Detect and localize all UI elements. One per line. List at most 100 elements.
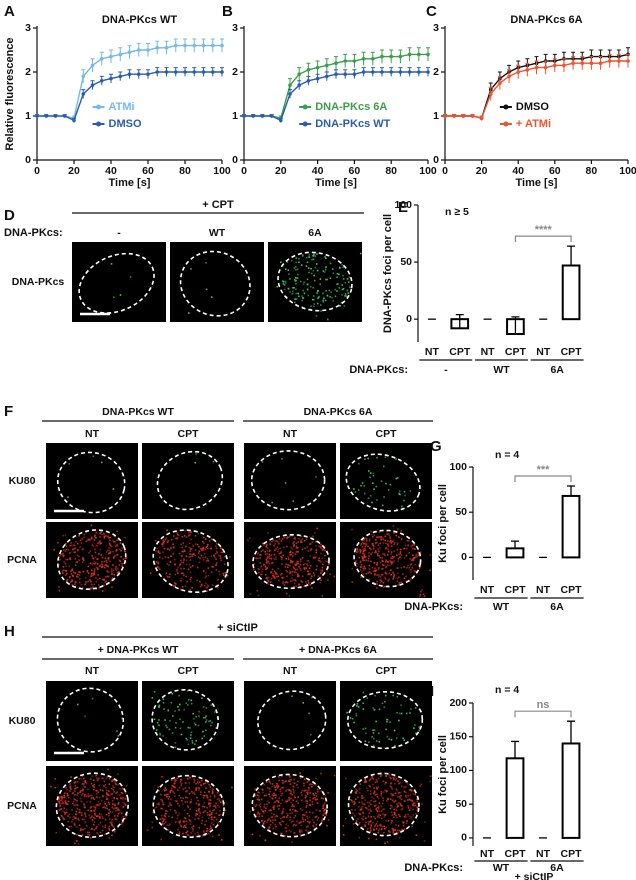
fluorescent-spot (288, 775, 291, 777)
fluorescent-spot (172, 790, 174, 793)
fluorescent-spot (80, 800, 83, 803)
fluorescent-spot (294, 298, 296, 300)
fluorescent-spot (279, 574, 282, 576)
fluorescent-spot (189, 553, 191, 555)
fluorescent-spot (104, 807, 107, 809)
fluorescent-spot (177, 789, 179, 792)
fluorescent-spot (380, 828, 383, 830)
fluorescent-spot (295, 542, 297, 544)
fluorescent-spot (400, 798, 403, 801)
fluorescent-spot (201, 819, 203, 822)
fluorescent-spot (392, 572, 394, 574)
fluorescent-spot (82, 570, 85, 573)
fluorescent-spot (410, 799, 412, 802)
fluorescent-spot (316, 819, 319, 821)
fluorescent-spot (108, 794, 111, 797)
fluorescent-spot (373, 729, 376, 731)
fluorescent-spot (364, 825, 366, 828)
error-bar (567, 720, 575, 744)
fluorescent-spot (112, 557, 115, 559)
fluorescent-spot (194, 814, 197, 817)
fluorescent-spot (326, 569, 329, 572)
fluorescent-spot (410, 563, 413, 565)
error-bar (511, 740, 519, 759)
fluorescent-spot (197, 532, 200, 535)
fluorescent-spot (418, 564, 420, 566)
fluorescent-spot (265, 781, 268, 783)
fluorescent-spot (378, 574, 380, 576)
fluorescent-spot (220, 547, 222, 550)
fluorescent-spot (282, 782, 284, 784)
fluorescent-spot (199, 580, 201, 583)
fluorescent-spot (395, 824, 397, 826)
fluorescent-spot (196, 566, 199, 569)
fluorescent-spot (319, 561, 322, 563)
fluorescent-spot (270, 554, 273, 557)
fluorescent-spot (367, 815, 370, 817)
fluorescent-spot (169, 720, 171, 722)
fluorescent-spot (354, 802, 356, 804)
fluorescent-spot (376, 809, 378, 812)
fluorescent-spot (215, 802, 217, 804)
nucleus-outline (250, 450, 326, 511)
fluorescent-spot (361, 570, 363, 573)
fluorescent-spot (159, 556, 161, 559)
nucleus-outline (252, 533, 330, 590)
fluorescent-spot (293, 817, 295, 819)
fluorescent-spot (212, 565, 214, 568)
fluorescent-spot (383, 808, 385, 810)
fluorescent-spot (357, 805, 360, 808)
fluorescent-spot (167, 548, 169, 550)
fluorescent-spot (260, 550, 263, 553)
fluorescent-spot (264, 565, 267, 568)
fluorescent-spot (94, 813, 96, 815)
fluorescent-spot (372, 777, 374, 780)
fluorescent-spot (382, 537, 384, 540)
fluorescent-spot (64, 811, 66, 814)
fluorescent-spot (353, 815, 356, 817)
fluorescent-spot (255, 815, 258, 818)
fluorescent-spot (345, 817, 347, 820)
fluorescent-spot (296, 562, 298, 565)
fluorescent-spot (371, 566, 374, 569)
fluorescent-spot (384, 700, 386, 703)
fluorescent-spot (359, 560, 362, 563)
fluorescent-spot (302, 563, 305, 566)
image-background (46, 443, 138, 519)
fluorescent-spot (191, 565, 194, 567)
fluorescent-spot (274, 816, 276, 818)
fluorescent-spot (281, 820, 284, 823)
fluorescent-spot (63, 807, 65, 810)
fluorescent-spot (260, 809, 263, 811)
fluorescent-spot (204, 576, 207, 579)
fluorescent-spot (389, 564, 391, 567)
fluorescent-spot (72, 791, 75, 794)
fluorescent-spot (258, 799, 260, 801)
fluorescent-spot (341, 294, 343, 296)
fluorescent-spot (285, 830, 287, 833)
fluorescent-spot (406, 566, 408, 569)
fluorescent-spot (177, 802, 179, 805)
fluorescent-spot (362, 702, 364, 704)
fluorescent-spot (405, 816, 407, 818)
fluorescent-spot (306, 817, 309, 820)
fluorescent-spot (311, 272, 313, 275)
fluorescent-spot (171, 732, 174, 734)
fluorescent-spot (105, 551, 108, 553)
fluorescent-spot (107, 794, 110, 797)
fluorescent-spot (392, 794, 395, 797)
fluorescent-spot (311, 575, 313, 578)
fluorescent-spot (179, 588, 182, 591)
group-label: WT (493, 862, 510, 874)
fluorescent-spot (311, 803, 314, 806)
data-point (389, 70, 394, 74)
fluorescent-spot (284, 268, 287, 270)
bar (505, 547, 525, 559)
fluorescent-spot (166, 563, 168, 565)
fluorescent-spot (392, 694, 394, 697)
fluorescent-spot (379, 575, 382, 578)
fluorescent-spot (316, 815, 318, 817)
fluorescent-spot (383, 553, 386, 555)
fluorescent-spot (108, 537, 110, 539)
fluorescent-spot (377, 797, 380, 800)
